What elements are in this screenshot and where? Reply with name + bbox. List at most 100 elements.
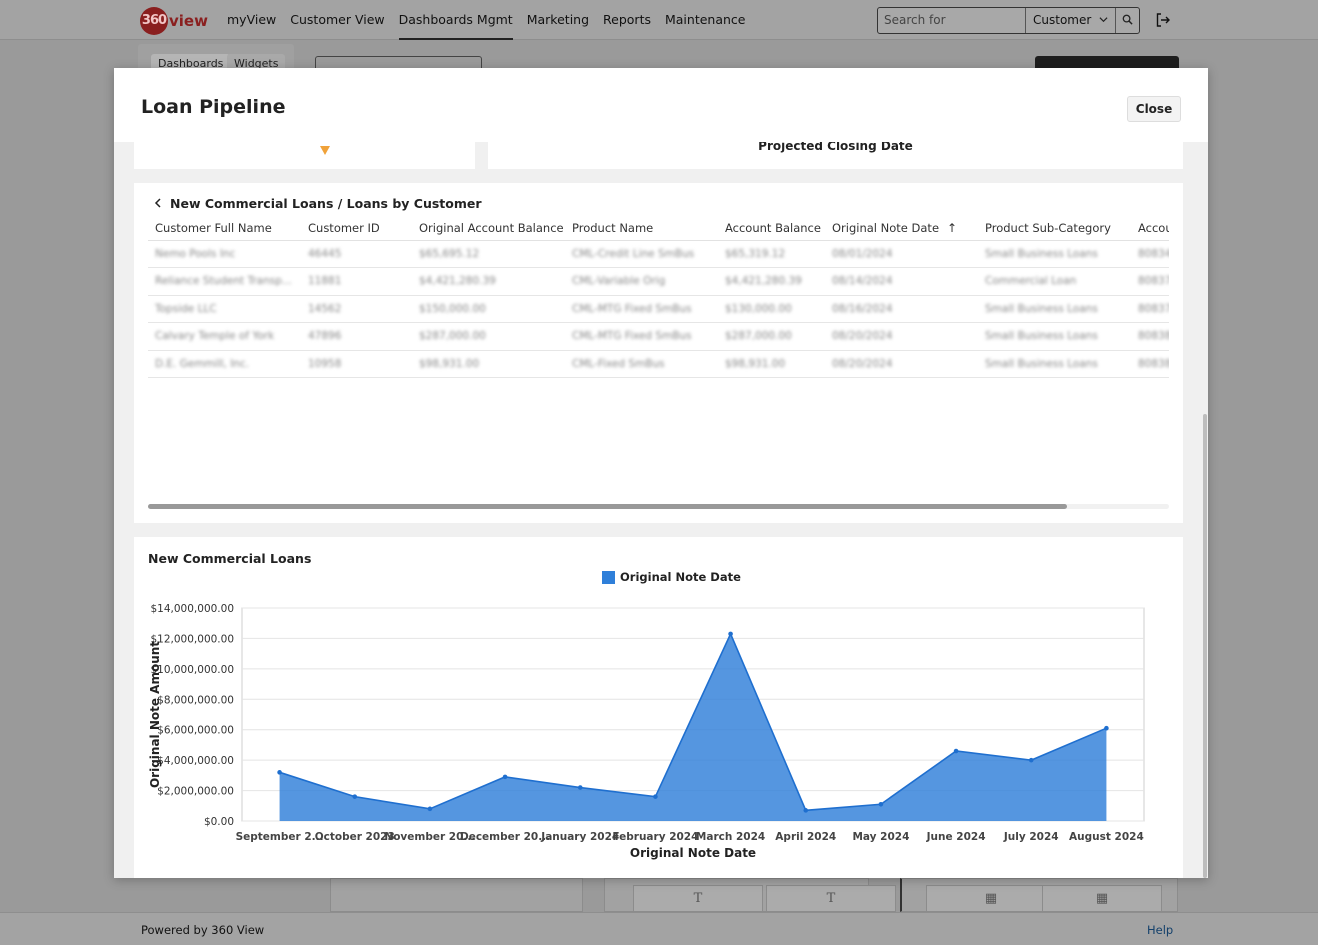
nav-item-marketing[interactable]: Marketing — [526, 12, 590, 27]
table-cell: CML-MTG Fixed SmBus — [565, 295, 718, 323]
close-button[interactable]: Close — [1127, 96, 1181, 122]
column-header[interactable]: Account Balance — [718, 216, 825, 241]
x-tick-label: March 2024 — [696, 831, 765, 843]
table-cell: 08/20/2024 — [825, 322, 978, 351]
logout-icon[interactable] — [1155, 12, 1171, 28]
breadcrumb[interactable]: New Commercial Loans / Loans by Customer — [154, 196, 482, 211]
search-icon — [1122, 14, 1133, 28]
table-cell: CML-Credit Line SmBus — [565, 240, 718, 268]
table-cell: Small Business Loans — [978, 322, 1131, 351]
table-cell: $98,931.00 — [718, 350, 825, 378]
table-header-row: Customer Full Name Customer ID Original … — [148, 216, 1169, 241]
legend-label: Original Note Date — [620, 570, 741, 584]
chevron-left-icon[interactable] — [154, 197, 162, 211]
data-point — [803, 808, 809, 813]
y-tick-label: $6,000,000.00 — [157, 725, 234, 737]
search-button[interactable] — [1116, 8, 1139, 33]
loans-table: Customer Full Name Customer ID Original … — [148, 216, 1169, 378]
x-tick-label: February 2024 — [612, 831, 698, 843]
column-header[interactable]: Product Name — [565, 216, 718, 241]
table-row[interactable]: Calvary Temple of York 47896 $287,000.00… — [148, 322, 1169, 351]
search-input[interactable]: Search for — [878, 8, 1026, 33]
x-tick-label: August 2024 — [1069, 831, 1144, 843]
data-point — [653, 794, 658, 799]
chart-legend[interactable]: Original Note Date — [602, 570, 741, 584]
text-widget-icon: T — [633, 885, 763, 912]
table-cell: 08/01/2024 — [825, 240, 978, 268]
legend-swatch — [602, 570, 615, 584]
grid-widget-icon: ▦ — [926, 885, 1056, 912]
loan-pipeline-modal: Loan Pipeline Close Projected Closing Da… — [114, 68, 1208, 878]
column-header-sorted[interactable]: Original Note Date ↑ — [825, 216, 978, 241]
column-header[interactable]: Accou — [1131, 216, 1169, 241]
column-header[interactable]: Original Account Balance — [412, 216, 565, 241]
partial-chart-panel: Projected Closing Date — [488, 139, 1183, 169]
horizontal-scrollbar-thumb[interactable] — [148, 504, 1067, 509]
table-scroll-area[interactable]: Customer Full Name Customer ID Original … — [148, 216, 1169, 506]
modal-scrollbar-thumb[interactable] — [1203, 414, 1207, 878]
column-header[interactable]: Customer Full Name — [148, 216, 301, 241]
nav-item-maintenance[interactable]: Maintenance — [664, 12, 746, 27]
x-tick-label: June 2024 — [926, 831, 986, 843]
x-tick-label: September 2... — [236, 831, 324, 843]
y-tick-label: $12,000,000.00 — [151, 633, 235, 645]
table-row[interactable]: D.E. Gemmill, Inc. 10958 $98,931.00 CML-… — [148, 350, 1169, 378]
nav-item-myview[interactable]: myView — [227, 12, 277, 27]
breadcrumb-text: New Commercial Loans / Loans by Customer — [170, 196, 482, 211]
table-cell: 08/20/2024 — [825, 350, 978, 378]
nav-item-reports[interactable]: Reports — [603, 12, 651, 27]
column-header[interactable]: Product Sub-Category — [978, 216, 1131, 241]
series-line — [279, 631, 1107, 812]
data-point — [277, 770, 282, 775]
column-header[interactable]: Customer ID — [301, 216, 412, 241]
data-point — [878, 801, 884, 807]
x-tick-label: July 2024 — [1003, 831, 1059, 843]
table-cell: CML-MTG Fixed SmBus — [565, 322, 718, 351]
new-commercial-loans-panel: New Commercial Loans Original Note Date … — [134, 537, 1183, 878]
nav-item-dashboards-mgmt[interactable]: Dashboards Mgmt — [392, 0, 520, 40]
table-row[interactable]: Topside LLC 14562 $150,000.00 CML-MTG Fi… — [148, 295, 1169, 323]
nav-item-customer-view[interactable]: Customer View — [290, 12, 385, 27]
table-cell: Commercial Loan — [978, 267, 1131, 296]
y-tick-label: $2,000,000.00 — [157, 786, 234, 798]
table-cell: $130,000.00 — [718, 295, 825, 323]
table-cell: Reliance Student Transp... — [148, 267, 301, 296]
nav-menu: myView Customer View Dashboards Mgmt Mar… — [220, 0, 752, 40]
table-cell: $4,421,280.39 — [718, 267, 825, 296]
x-tick-label: December 20... — [460, 831, 550, 843]
area-chart: $0.00 $2,000,000.00 $4,000,000.00 $6,000,00… — [148, 603, 1145, 860]
y-axis-title: Original Note Amount — [148, 641, 162, 788]
global-search: Search for Customer — [877, 7, 1140, 34]
table-cell: 47896 — [301, 322, 412, 351]
table-cell: $65,695.12 — [412, 240, 565, 268]
partial-chart-panel — [134, 142, 475, 169]
sort-ascending-icon[interactable]: ↑ — [947, 220, 958, 235]
modal-title: Loan Pipeline — [141, 96, 286, 118]
table-cell: Small Business Loans — [978, 295, 1131, 323]
horizontal-scrollbar[interactable] — [148, 504, 1169, 509]
app-logo[interactable]: 360 view — [140, 6, 208, 35]
table-cell: CML-Fixed SmBus — [565, 350, 718, 378]
table-cell: D.E. Gemmill, Inc. — [148, 350, 301, 378]
table-cell: Small Business Loans — [978, 240, 1131, 268]
table-cell: Nemo Pools Inc — [148, 240, 301, 268]
background-card — [330, 878, 583, 912]
table-cell: Calvary Temple of York — [148, 322, 301, 351]
y-tick-label: $0.00 — [204, 816, 234, 828]
table-cell: 14562 — [301, 295, 412, 323]
table-row[interactable]: Reliance Student Transp... 11881 $4,421,… — [148, 267, 1169, 296]
table-cell: $98,931.00 — [412, 350, 565, 378]
table-cell: 80837 — [1131, 295, 1169, 323]
table-cell: 80834 — [1131, 240, 1169, 268]
data-point — [1028, 757, 1034, 763]
table-cell: $287,000.00 — [718, 322, 825, 351]
table-cell: CML-Variable Orig — [565, 267, 718, 296]
table-row[interactable]: Nemo Pools Inc 46445 $65,695.12 CML-Cred… — [148, 240, 1169, 268]
y-tick-label: $4,000,000.00 — [157, 755, 234, 767]
modal-header: Loan Pipeline Close — [114, 68, 1208, 142]
table-cell: 11881 — [301, 267, 412, 296]
search-scope-select[interactable]: Customer — [1026, 8, 1116, 33]
table-cell: 10958 — [301, 350, 412, 378]
marker-triangle-icon — [320, 146, 330, 155]
help-link[interactable]: Help — [1147, 923, 1174, 937]
